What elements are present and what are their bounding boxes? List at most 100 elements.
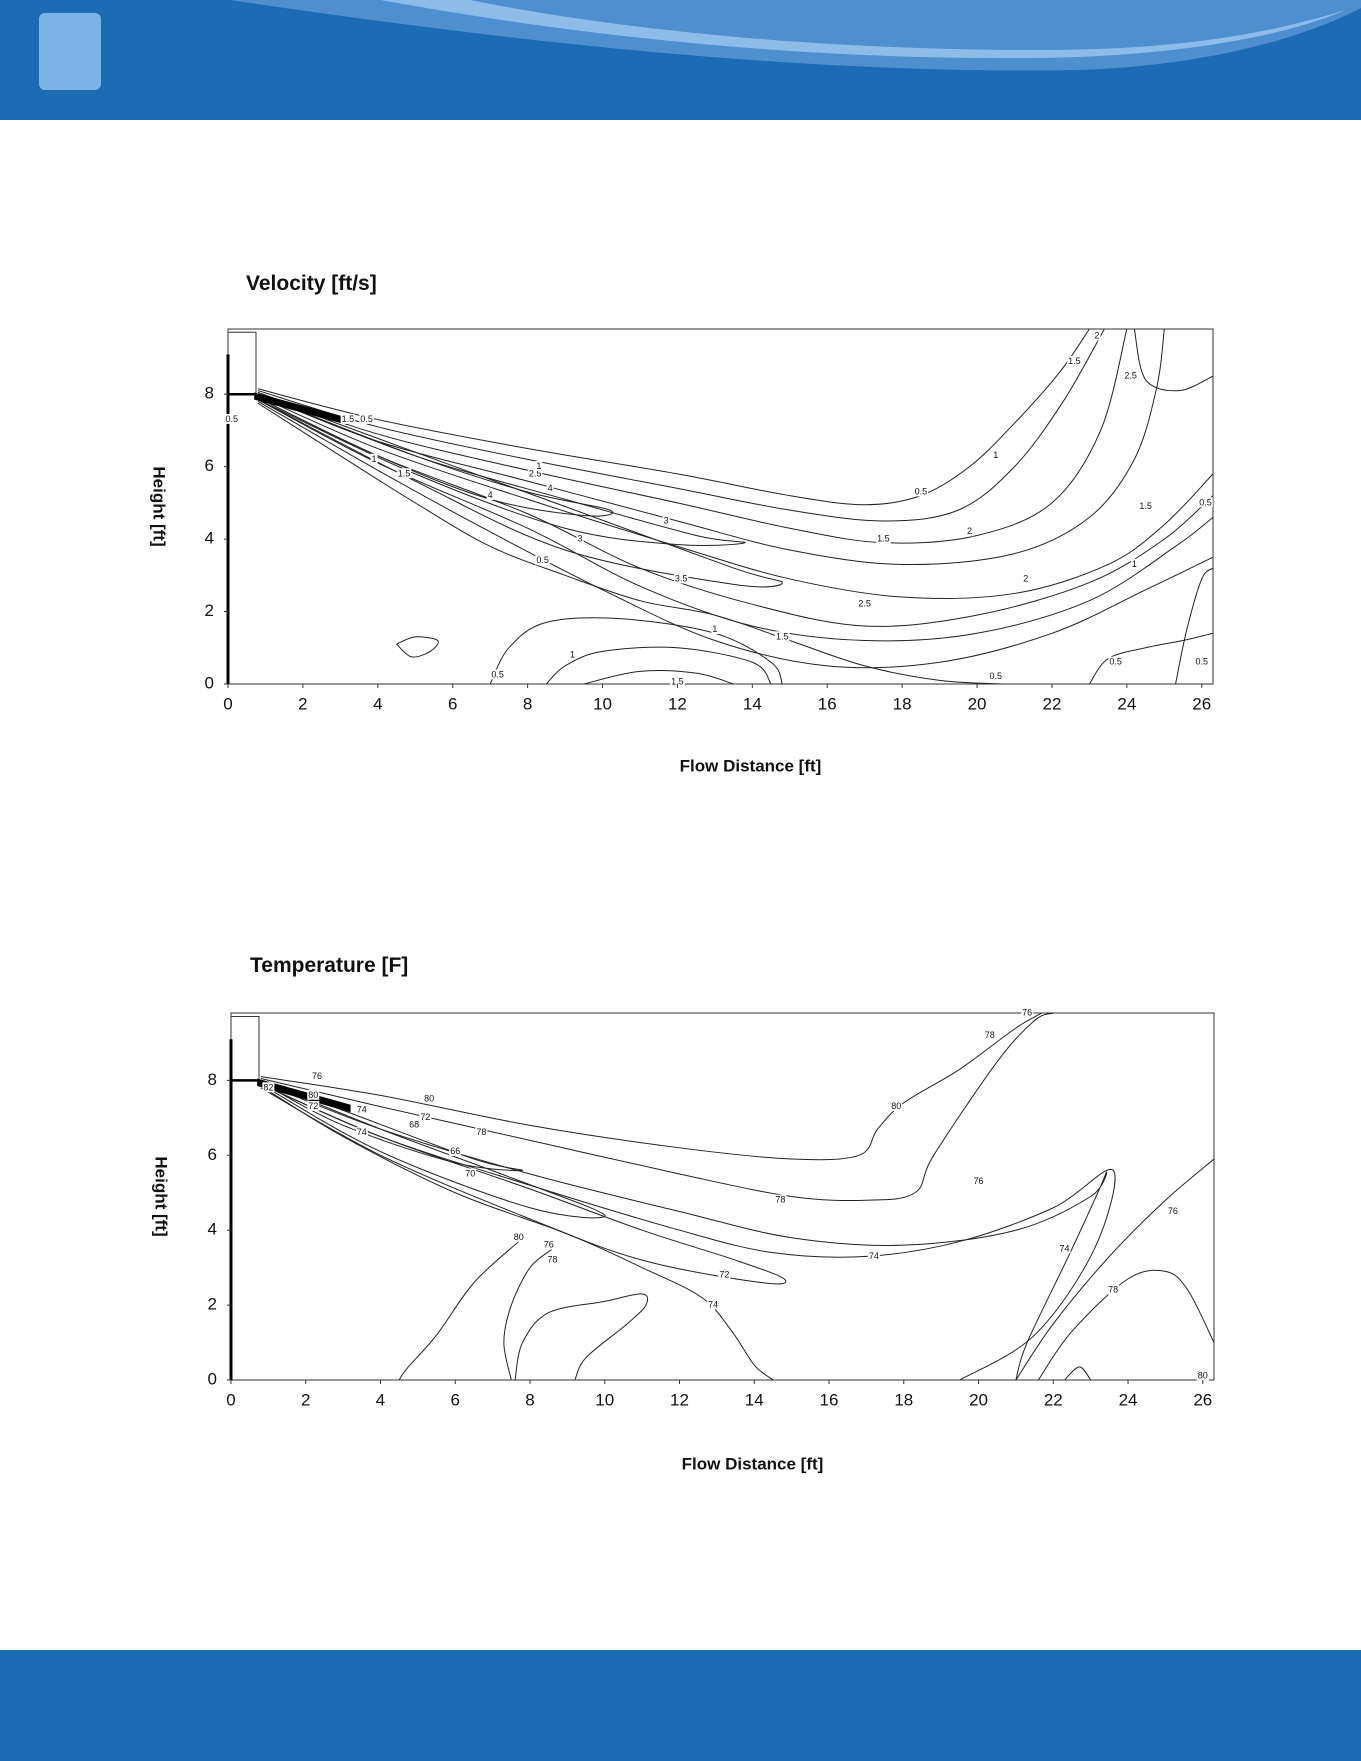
contour-label: 78 [985,1030,995,1040]
contour-label: 1 [993,450,998,460]
contour-label-bg [1138,500,1153,511]
contour-label: 80 [308,1090,318,1100]
contour-label: 3.5 [675,573,688,583]
contour-label-bg [857,598,872,609]
contour-line [503,1248,553,1380]
contour-line [257,393,614,517]
contour-label-bg [569,649,577,660]
contour-label-bg [966,526,974,537]
x-tick-label: 14 [745,1390,764,1409]
x-tick-label: 4 [373,694,382,713]
contour-line [1088,632,1213,684]
contour-label-bg [1021,1007,1034,1018]
contour-label-bg [774,1194,787,1205]
contour-label-bg [988,671,1004,682]
contour-label: 2.5 [858,599,871,609]
contour-line [257,399,1213,642]
contour-label: 1.5 [1139,501,1152,511]
contour-label-bg [224,413,240,424]
x-tick-label: 10 [593,694,612,713]
x-tick-label: 2 [298,694,307,713]
contour-line [257,329,1165,566]
contour-line [260,1081,1108,1380]
contour-label: 78 [1108,1284,1118,1294]
contour-label-bg [913,486,929,497]
contour-label-bg [307,1100,320,1111]
contour-label: 0.5 [915,486,928,496]
chart-title: Velocity [ft/s] [246,272,377,295]
contour-label-bg [1196,1370,1209,1381]
contour-label: 74 [357,1105,367,1115]
contour-label-bg [1198,497,1213,508]
contour-line [260,1079,606,1219]
contour-lines [257,329,1213,684]
contour-label-bg [542,1239,555,1250]
contour-label: 80 [891,1101,901,1111]
contour-label: 1 [536,461,541,471]
contour-label-bg [355,1127,368,1138]
contour-line [260,1013,1043,1161]
contour-line [396,636,439,658]
x-tick-label: 24 [1119,1390,1138,1409]
header-wave-light [380,0,1345,59]
contour-label: 74 [357,1127,367,1137]
jet-core [254,392,348,425]
contour-line [257,329,1128,544]
contour-label: 2.5 [529,468,542,478]
contour-label: 2 [967,526,972,536]
contour-label: 1.5 [342,414,355,424]
contour-label-bg [876,533,891,544]
jet-core [257,1078,351,1113]
contour-label: 0.5 [990,671,1003,681]
x-tick-label: 26 [1193,1390,1212,1409]
contour-label-bg [475,1127,488,1138]
contour-label-bg [1022,573,1030,584]
contour-label: 1 [1132,559,1137,569]
y-tick-label: 8 [208,1070,217,1089]
contour-label-bg [1058,1243,1071,1254]
contour-label-bg [546,482,554,493]
y-tick-label: 8 [205,384,214,403]
x-tick-label: 20 [969,1390,988,1409]
contour-line [257,397,1213,627]
contour-label-bg [718,1269,731,1280]
contour-label: 4 [488,490,493,500]
contour-label-bg [662,515,670,526]
x-tick-label: 24 [1117,694,1136,713]
contour-chart: Velocity [ft/s]0.5 1.5 0.511.542.514333.50… [150,272,1214,775]
x-tick-label: 18 [893,694,912,713]
contour-lines [260,1013,1214,1380]
contour-label: 76 [974,1176,984,1186]
contour-label-bg [486,490,494,501]
contour-label: 0.5 [225,414,238,424]
contour-label: 72 [308,1101,318,1111]
contour-line [583,670,734,684]
contour-label: 2 [1023,573,1028,583]
contour-label: 1.5 [776,631,789,641]
contour-line [398,1241,520,1380]
x-tick-label: 26 [1192,694,1211,713]
x-tick-label: 8 [523,694,532,713]
contour-label: 1.5 [877,533,890,543]
contour-label-bg [867,1250,880,1261]
x-tick-label: 14 [743,694,762,713]
contour-label-bg [890,1100,903,1111]
contour-label: 0.5 [1109,657,1122,667]
contour-label: 2.5 [1124,370,1137,380]
y-axis-label: Height [ft] [150,466,169,546]
contour-label: 76 [1022,1007,1032,1017]
contour-label-bg [535,555,550,566]
contour-line [1064,1366,1092,1380]
contour-label: 82 [263,1082,273,1092]
contour-label-bg [775,631,790,642]
contour-label-bg [1194,656,1210,667]
contour-label-bg [673,573,689,584]
x-tick-label: 8 [525,1390,534,1409]
contour-line [1037,1269,1214,1380]
contour-label-bg [1123,370,1138,381]
x-tick-label: 0 [223,694,232,713]
plot-frame [227,328,1214,685]
